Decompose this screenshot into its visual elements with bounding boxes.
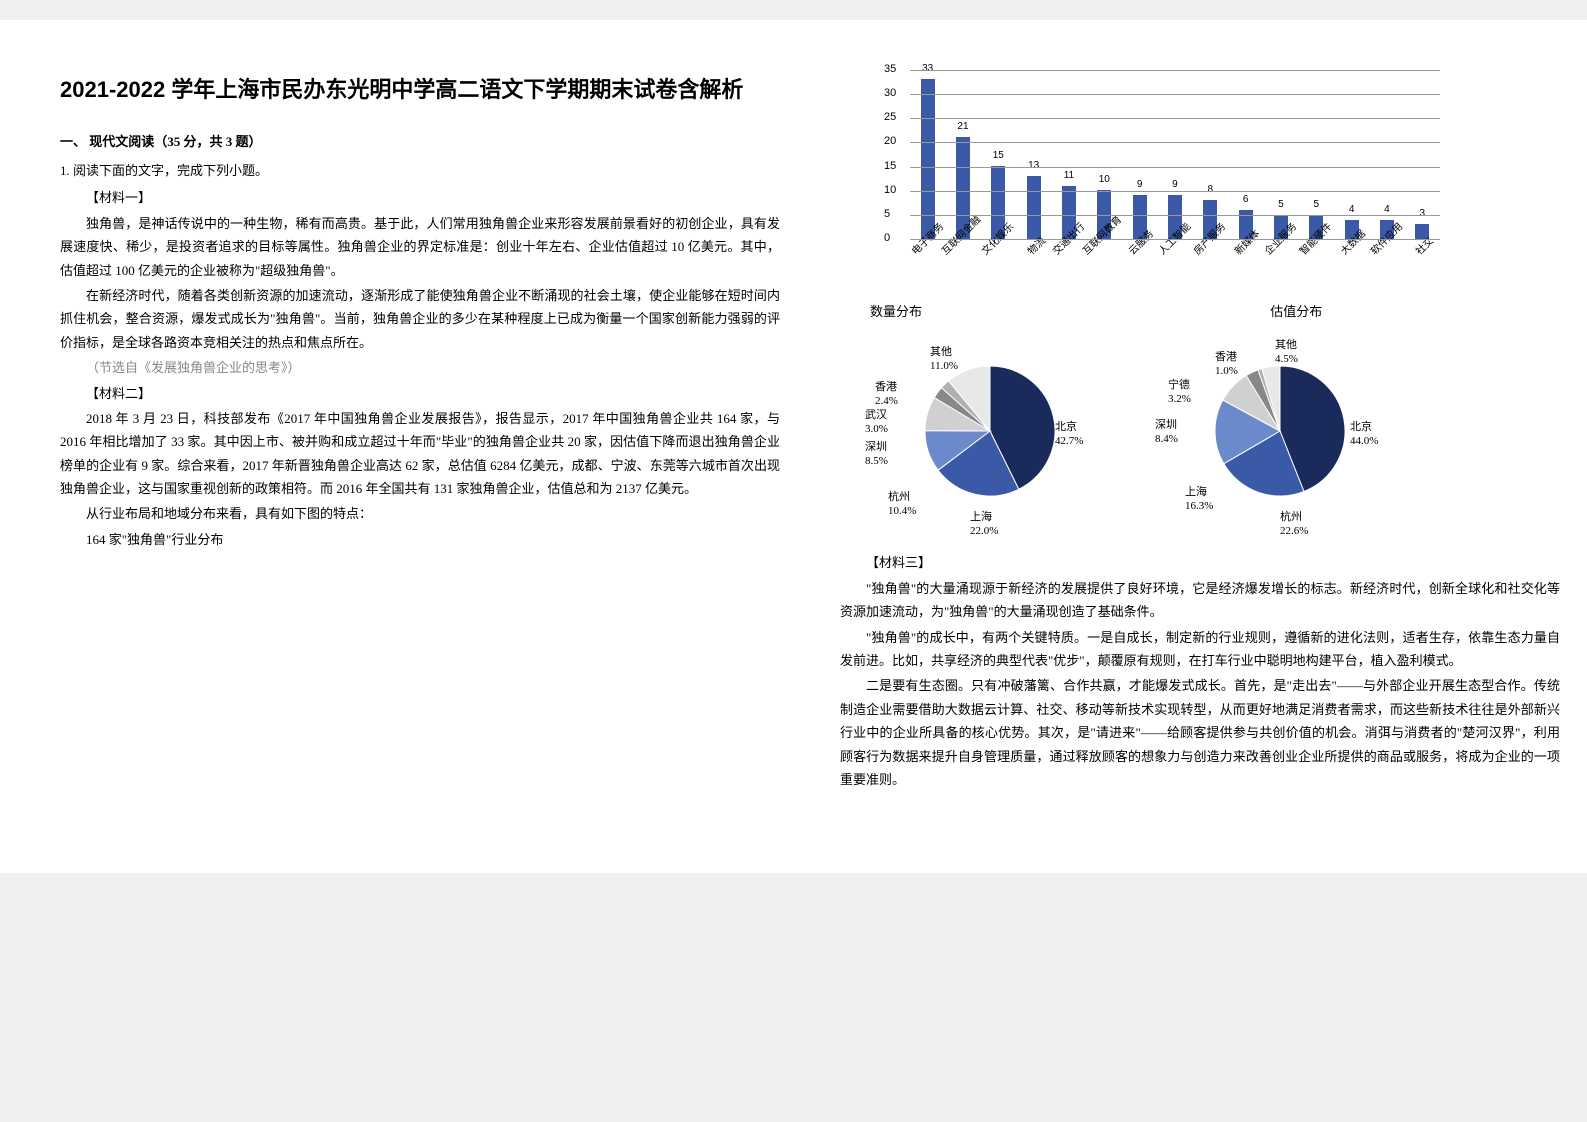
y-tick: 0: [884, 229, 890, 249]
pie-slice-label: 上海16.3%: [1185, 486, 1213, 512]
bar-value-label: 4: [1349, 201, 1355, 219]
pie-slice-label: 武汉3.0%: [865, 409, 888, 435]
bar-group: 5企业服务: [1263, 196, 1298, 239]
material-3-para-3: 二是要有生态圈。只有冲破藩篱、合作共赢，才能爆发式成长。首先，是"走出去"——与…: [840, 674, 1560, 791]
y-tick: 30: [884, 84, 896, 104]
bar-group: 13物流: [1016, 157, 1051, 239]
count-dist-label: 数量分布: [870, 300, 1270, 323]
bar-group: 10互联网教育: [1087, 171, 1122, 239]
y-tick: 5: [884, 205, 890, 225]
pie-slice-label: 香港1.0%: [1215, 351, 1238, 377]
bar-group: 11交通出行: [1051, 167, 1086, 239]
material-1-heading: 【材料一】: [60, 186, 780, 209]
bar-value-label: 10: [1099, 171, 1110, 189]
y-tick: 35: [884, 60, 896, 80]
bar-group: 9人工智能: [1157, 176, 1192, 239]
y-tick: 20: [884, 133, 896, 153]
distribution-labels: 数量分布 估值分布: [870, 300, 1560, 323]
bars-container: 33电子商务21互联网金融15文化娱乐13物流11交通出行10互联网教育9云服务…: [910, 70, 1440, 239]
y-gridline: [910, 70, 1440, 71]
bar-value-label: 33: [922, 60, 933, 78]
material-2-chart-caption: 164 家"独角兽"行业分布: [60, 528, 780, 551]
material-2-para-1: 2018 年 3 月 23 日，科技部发布《2017 年中国独角兽企业发展报告》…: [60, 407, 780, 501]
bar-group: 4大数据: [1334, 201, 1369, 239]
bar-value-label: 21: [957, 118, 968, 136]
bar-value-label: 11: [1064, 167, 1074, 185]
material-2-para-2: 从行业布局和地域分布来看，具有如下图的特点：: [60, 502, 780, 525]
pie-slice-label: 杭州22.6%: [1280, 511, 1308, 537]
material-3-heading: 【材料三】: [840, 551, 1560, 574]
bar-group: 21互联网金融: [945, 118, 980, 239]
bar-category-label: 云服务: [1125, 226, 1159, 260]
pie-slice-label: 其他11.0%: [930, 346, 958, 372]
y-gridline: [910, 239, 1440, 240]
material-1-para-1: 独角兽，是神话传说中的一种生物，稀有而高贵。基于此，人们常用独角兽企业来形容发展…: [60, 212, 780, 282]
section-heading-1: 一、 现代文阅读（35 分，共 3 题）: [60, 130, 780, 153]
y-gridline: [910, 142, 1440, 143]
pie-slice-label: 北京44.0%: [1350, 421, 1378, 447]
industry-bar-chart: 33电子商务21互联网金融15文化娱乐13物流11交通出行10互联网教育9云服务…: [880, 70, 1440, 280]
left-column: 2021-2022 学年上海市民办东光明中学高二语文下学期期末试卷含解析 一、 …: [60, 70, 780, 793]
y-gridline: [910, 215, 1440, 216]
count-pie-chart: 北京42.7%上海22.0%杭州10.4%深圳8.5%武汉3.0%香港2.4%其…: [860, 331, 1120, 531]
y-gridline: [910, 118, 1440, 119]
pie-slice-label: 杭州10.4%: [888, 491, 916, 517]
bar-value-label: 4: [1384, 201, 1390, 219]
y-gridline: [910, 94, 1440, 95]
bar-group: 3社交: [1405, 205, 1440, 239]
bar-rect: [1027, 176, 1041, 239]
pie-slice-label: 上海22.0%: [970, 511, 998, 537]
question-1: 1. 阅读下面的文字，完成下列小题。: [60, 159, 780, 182]
bar-group: 5智能硬件: [1299, 196, 1334, 239]
pie-slice-label: 深圳8.5%: [865, 441, 888, 467]
pie-charts-row: 北京42.7%上海22.0%杭州10.4%深圳8.5%武汉3.0%香港2.4%其…: [860, 331, 1560, 531]
y-tick: 10: [884, 181, 896, 201]
material-2-heading: 【材料二】: [60, 382, 780, 405]
pie-slice-label: 宁德3.2%: [1168, 379, 1191, 405]
bar-category-label: 大数据: [1337, 226, 1371, 260]
pie-slice-label: 香港2.4%: [875, 381, 898, 407]
bar-value-label: 5: [1278, 196, 1284, 214]
y-tick: 15: [884, 157, 896, 177]
bar-value-label: 15: [993, 147, 1004, 165]
y-tick: 25: [884, 108, 896, 128]
pie-slice-label: 深圳8.4%: [1155, 419, 1178, 445]
bar-value-label: 6: [1243, 191, 1249, 209]
material-3-para-2: "独角兽"的成长中，有两个关键特质。一是自成长，制定新的行业规则，遵循新的进化法…: [840, 626, 1560, 673]
bar-group: 4软件应用: [1369, 201, 1404, 239]
value-pie-chart: 北京44.0%杭州22.6%上海16.3%深圳8.4%宁德3.2%香港1.0%其…: [1150, 331, 1410, 531]
bar-group: 9云服务: [1122, 176, 1157, 239]
material-1-para-2: 在新经济时代，随着各类创新资源的加速流动，逐渐形成了能使独角兽企业不断涌现的社会…: [60, 284, 780, 354]
y-gridline: [910, 191, 1440, 192]
page-title: 2021-2022 学年上海市民办东光明中学高二语文下学期期末试卷含解析: [60, 70, 780, 110]
bar-group: 15文化娱乐: [981, 147, 1016, 239]
pie-slice-label: 北京42.7%: [1055, 421, 1083, 447]
right-column: 33电子商务21互联网金融15文化娱乐13物流11交通出行10互联网教育9云服务…: [840, 70, 1560, 793]
bar-category-label: 新媒体: [1231, 226, 1265, 260]
bar-plot-area: 33电子商务21互联网金融15文化娱乐13物流11交通出行10互联网教育9云服务…: [910, 70, 1440, 240]
document-page: 2021-2022 学年上海市民办东光明中学高二语文下学期期末试卷含解析 一、 …: [0, 20, 1587, 873]
pie-slice-label: 其他4.5%: [1275, 339, 1298, 365]
material-3-para-1: "独角兽"的大量涌现源于新经济的发展提供了良好环境，它是经济爆发增长的标志。新经…: [840, 577, 1560, 624]
value-dist-label: 估值分布: [1270, 300, 1322, 323]
bar-group: 33电子商务: [910, 60, 945, 239]
y-gridline: [910, 167, 1440, 168]
bar-value-label: 5: [1313, 196, 1319, 214]
material-1-source: （节选自《发展独角兽企业的思考》）: [60, 356, 780, 379]
